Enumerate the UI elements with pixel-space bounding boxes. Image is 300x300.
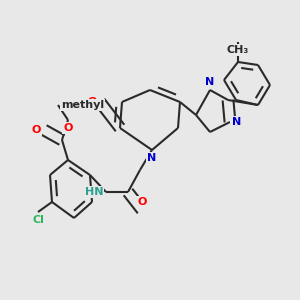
Text: methyl: methyl bbox=[61, 100, 104, 110]
Text: HN: HN bbox=[85, 187, 103, 197]
Text: CH₃: CH₃ bbox=[227, 45, 249, 55]
Text: Cl: Cl bbox=[32, 215, 44, 225]
Text: O: O bbox=[63, 123, 73, 133]
Text: O: O bbox=[32, 125, 41, 135]
Text: N: N bbox=[206, 77, 214, 87]
Text: N: N bbox=[147, 153, 157, 163]
Text: N: N bbox=[232, 117, 241, 127]
Text: O: O bbox=[137, 197, 147, 207]
Text: O: O bbox=[88, 97, 97, 107]
